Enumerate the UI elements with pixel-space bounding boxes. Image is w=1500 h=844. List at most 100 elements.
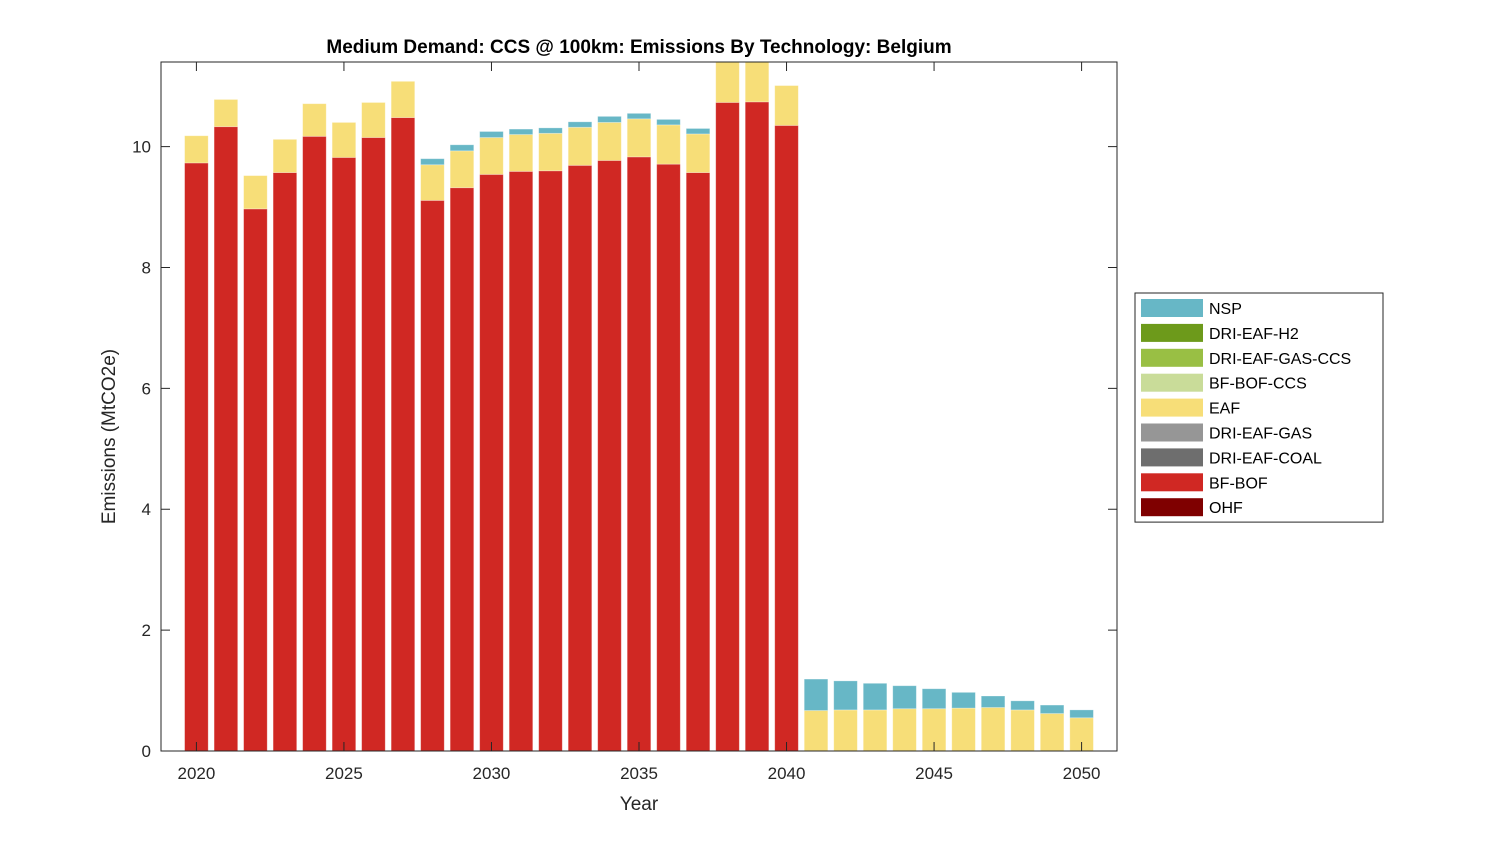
bar-segment-bf-bof-2038 — [715, 102, 740, 751]
bar-segment-nsp-2036 — [656, 119, 681, 126]
x-axis-label: Year — [620, 794, 659, 815]
bar-segment-eaf-2033 — [567, 126, 593, 166]
legend-label-bf-bof-ccs: BF-BOF-CCS — [1209, 376, 1307, 393]
legend-swatch-dri-eaf-h2 — [1141, 323, 1203, 342]
bar-segment-eaf-2023 — [272, 138, 298, 174]
bar-segment-eaf-2041 — [803, 710, 829, 751]
y-tick-label: 4 — [142, 500, 151, 519]
axis-ticks: 2020 2025 2030 2035 2040 2045 2050 0 2 4 6 8 10 — [132, 62, 1117, 783]
legend-swatch-dri-eaf-gas-ccs — [1141, 348, 1203, 367]
y-axis-label: Emissions (MtCO2e) — [99, 349, 120, 524]
bar-segment-eaf-2028 — [420, 164, 445, 201]
bar-segment-eaf-2024 — [302, 103, 327, 137]
bar-segment-bf-bof-2029 — [449, 187, 475, 751]
bar-segment-nsp-2046 — [951, 691, 976, 709]
bar-segment-bf-bof-2026 — [361, 137, 386, 751]
legend-label-dri-eaf-coal: DRI-EAF-COAL — [1209, 450, 1322, 467]
bar-segment-nsp-2033 — [567, 121, 593, 128]
bar-segment-bf-bof-2021 — [213, 126, 239, 751]
bar-segment-bf-bof-2036 — [656, 163, 681, 751]
bar-segment-nsp-2049 — [1039, 704, 1065, 714]
bar-segment-eaf-2026 — [361, 102, 386, 138]
bar-segment-eaf-2042 — [833, 709, 858, 751]
legend-swatch-eaf — [1141, 398, 1203, 417]
bar-segment-nsp-2031 — [508, 128, 534, 135]
bar-segment-nsp-2028 — [420, 158, 445, 166]
bar-segment-eaf-2029 — [449, 150, 475, 189]
bar-segment-nsp-2047 — [980, 695, 1006, 708]
bar-segment-eaf-2044 — [892, 708, 917, 751]
x-tick-label: 2045 — [915, 764, 953, 783]
bar-segment-eaf-2032 — [538, 132, 563, 172]
bar-segment-nsp-2043 — [862, 682, 888, 711]
bar-segment-eaf-2034 — [597, 122, 622, 161]
bar-segment-nsp-2045 — [921, 688, 947, 710]
y-tick-label: 6 — [142, 379, 151, 398]
bar-segment-bf-bof-2030 — [479, 174, 504, 751]
bar-segment-eaf-2043 — [862, 709, 888, 751]
bar-segment-bf-bof-2037 — [685, 172, 711, 751]
bar-segment-eaf-2049 — [1039, 713, 1065, 751]
bar-segment-bf-bof-2033 — [567, 164, 593, 751]
x-tick-label: 2020 — [177, 764, 215, 783]
bar-segment-eaf-2021 — [213, 99, 239, 128]
legend-label-bf-bof: BF-BOF — [1209, 475, 1268, 492]
legend-label-ohf: OHF — [1209, 500, 1243, 517]
bar-segment-eaf-2036 — [656, 124, 681, 165]
bar-segment-nsp-2029 — [449, 144, 475, 152]
legend-swatch-bf-bof — [1141, 473, 1203, 492]
bar-segment-nsp-2048 — [1010, 700, 1035, 711]
bar-segment-bf-bof-2024 — [302, 135, 327, 751]
bar-segment-eaf-2039 — [744, 62, 770, 103]
bar-segment-bf-bof-2028 — [420, 199, 445, 751]
bar-segment-nsp-2034 — [597, 115, 622, 123]
bar-segment-nsp-2037 — [685, 128, 711, 135]
bar-segment-eaf-2046 — [951, 707, 976, 751]
bar-segment-eaf-2035 — [626, 118, 652, 158]
bar-segment-eaf-2020 — [184, 135, 209, 164]
bar-segment-eaf-2048 — [1010, 709, 1035, 751]
y-tick-label: 10 — [132, 138, 151, 157]
bar-segment-bf-bof-2035 — [626, 156, 652, 751]
bar-segment-eaf-2025 — [331, 122, 357, 158]
bar-segment-bf-bof-2031 — [508, 170, 534, 751]
legend: NSP DRI-EAF-H2 DRI-EAF-GAS-CCS BF-BOF-CCS EA… — [1134, 292, 1384, 523]
legend-label-eaf: EAF — [1209, 401, 1240, 418]
bar-segment-nsp-2030 — [479, 131, 504, 138]
y-tick-label: 2 — [142, 621, 151, 640]
legend-label-dri-eaf-gas: DRI-EAF-GAS — [1209, 426, 1312, 443]
bar-segment-eaf-2038 — [715, 62, 740, 103]
bar-segment-eaf-2031 — [508, 134, 534, 172]
bar-segment-eaf-2030 — [479, 137, 504, 175]
bar-segment-nsp-2032 — [538, 127, 563, 134]
legend-swatch-ohf — [1141, 498, 1203, 517]
bar-segment-bf-bof-2022 — [243, 208, 268, 751]
bar-segment-bf-bof-2039 — [744, 101, 770, 751]
y-tick-label: 0 — [142, 742, 151, 761]
legend-label-nsp: NSP — [1209, 301, 1242, 318]
legend-swatch-dri-eaf-coal — [1141, 448, 1203, 467]
legend-swatch-nsp — [1141, 299, 1203, 317]
bar-segment-eaf-2027 — [390, 80, 416, 118]
x-tick-label: 2035 — [620, 764, 658, 783]
bar-segment-bf-bof-2025 — [331, 157, 357, 751]
y-tick-label: 8 — [142, 258, 151, 277]
x-tick-label: 2025 — [325, 764, 363, 783]
x-tick-label: 2030 — [473, 764, 511, 783]
bar-segment-bf-bof-2020 — [184, 162, 209, 751]
x-tick-label: 2040 — [768, 764, 806, 783]
chart-title: Medium Demand: CCS @ 100km: Emissions By… — [326, 37, 951, 58]
plot-area — [184, 62, 1094, 751]
bar-segment-nsp-2035 — [626, 112, 652, 120]
bar-segment-eaf-2037 — [685, 133, 711, 173]
bar-segment-bf-bof-2027 — [390, 117, 416, 751]
legend-label-dri-eaf-gas-ccs: DRI-EAF-GAS-CCS — [1209, 351, 1351, 368]
bar-segment-bf-bof-2040 — [774, 125, 799, 751]
bar-segment-bf-bof-2034 — [597, 160, 622, 751]
bar-segment-eaf-2047 — [980, 707, 1006, 751]
bar-segment-nsp-2044 — [892, 685, 917, 710]
legend-swatch-bf-bof-ccs — [1141, 373, 1203, 392]
bar-segment-nsp-2041 — [803, 678, 829, 711]
bar-segment-nsp-2050 — [1069, 709, 1094, 719]
